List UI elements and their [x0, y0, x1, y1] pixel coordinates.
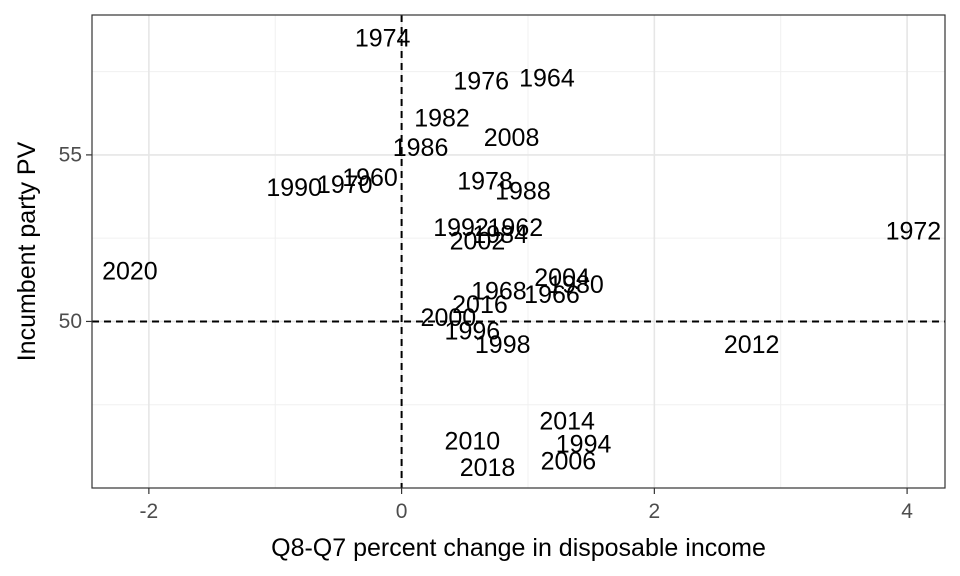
x-axis: -2 0 2 4: [140, 488, 913, 523]
reference-lines: [92, 15, 945, 488]
point-label-2020: 2020: [102, 257, 158, 285]
point-label-1992: 1992: [433, 214, 489, 242]
point-label-2002: 2002: [450, 228, 506, 256]
point-label-1976: 1976: [453, 68, 509, 96]
y-tick-label: 50: [59, 310, 82, 333]
point-label-2012: 2012: [724, 331, 780, 359]
point-label-1982: 1982: [414, 104, 470, 132]
point-label-1968: 1968: [471, 277, 527, 305]
x-tick-label: 4: [901, 500, 913, 523]
point-label-1984: 1984: [472, 221, 528, 249]
y-axis: 50 55: [59, 143, 92, 333]
point-label-1966: 1966: [524, 281, 580, 309]
point-label-2008: 2008: [484, 124, 540, 152]
x-tick-label: 2: [649, 500, 661, 523]
plot-panel: [92, 15, 945, 488]
point-label-2018: 2018: [460, 454, 516, 482]
point-label-2004: 2004: [534, 264, 590, 292]
point-label-1974: 1974: [355, 24, 411, 52]
point-label-1990: 1990: [266, 174, 322, 202]
point-label-1994: 1994: [556, 431, 612, 459]
point-label-1972: 1972: [886, 218, 942, 246]
point-label-2014: 2014: [539, 407, 595, 435]
point-label-1978: 1978: [457, 168, 513, 196]
point-label-1970: 1970: [317, 171, 373, 199]
x-tick-label: -2: [140, 500, 159, 523]
y-tick-label: 55: [59, 143, 82, 166]
point-label-1998: 1998: [475, 331, 531, 359]
minor-gridlines: [92, 15, 945, 488]
point-label-1988: 1988: [495, 178, 551, 206]
point-label-1996: 1996: [445, 317, 501, 345]
point-label-1986: 1986: [393, 134, 449, 162]
point-label-2016: 2016: [452, 291, 508, 319]
point-label-1962: 1962: [488, 214, 544, 242]
x-tick-label: 0: [396, 500, 408, 523]
point-label-1980: 1980: [548, 271, 604, 299]
point-label-2000: 2000: [421, 304, 477, 332]
point-label-2006: 2006: [541, 447, 597, 475]
plot-panel-border: [91, 14, 946, 489]
x-axis-title: Q8-Q7 percent change in disposable incom…: [271, 534, 766, 562]
point-label-1960: 1960: [342, 164, 398, 192]
point-label-2010: 2010: [445, 427, 501, 455]
y-axis-title: Incumbent party PV: [13, 141, 41, 361]
point-label-1964: 1964: [519, 64, 575, 92]
